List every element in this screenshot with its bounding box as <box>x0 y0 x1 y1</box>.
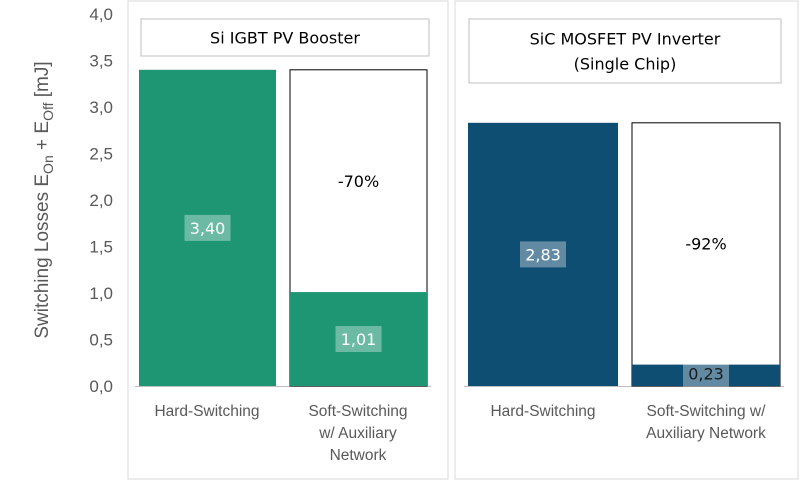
y-tick-label: 2,5 <box>89 145 113 164</box>
y-axis-label-unit: [mJ] <box>32 61 53 102</box>
chart-panel: Si IGBT PV Booster 3,40 Hard-Switching -70%… <box>135 18 431 464</box>
y-tick-label: 4,0 <box>89 5 113 24</box>
y-axis-label: Switching Losses EOn + EOff [mJ] <box>32 61 56 338</box>
panel-title-line: SiC MOSFET PV Inverter <box>530 30 721 49</box>
y-tick-label: 1,0 <box>89 284 113 303</box>
y-axis-label-sub-on: On <box>40 155 56 174</box>
reduction-label: -70% <box>338 172 379 191</box>
panel-title-line: Si IGBT PV Booster <box>210 29 360 48</box>
y-tick-label: 0,0 <box>89 377 113 396</box>
reference-outline-bar <box>631 122 781 387</box>
panel-title-line: (Single Chip) <box>574 55 677 74</box>
chart-panel: SiC MOSFET PV Inverter (Single Chip) 2,83 H… <box>464 18 784 442</box>
bar <box>632 364 780 386</box>
data-label: 1,01 <box>341 330 377 349</box>
bar <box>468 122 618 386</box>
y-tick-label: 3,5 <box>89 52 113 71</box>
bar <box>139 69 276 387</box>
bar <box>290 292 427 386</box>
panel-frame-right <box>454 0 799 480</box>
category-label-line: Auxiliary Network <box>646 425 766 442</box>
y-tick-label: 3,0 <box>89 98 113 117</box>
y-tick-label: 0,5 <box>89 331 113 350</box>
data-label-box <box>520 241 566 268</box>
category-label-line: Soft-Switching w/ <box>647 403 767 420</box>
reduction-label: -92% <box>685 235 726 254</box>
y-axis-label-main: Switching Losses E <box>32 174 53 339</box>
data-label-box <box>335 326 382 353</box>
data-label-box <box>683 360 729 387</box>
data-label: 2,83 <box>525 245 561 264</box>
category-label-line: Soft-Switching <box>308 403 407 420</box>
data-label-box <box>184 214 231 241</box>
panel-title-box <box>140 18 430 57</box>
y-tick-label: 2,0 <box>89 191 113 210</box>
y-axis-label-sub-off: Off <box>40 102 56 121</box>
y-tick-label: 1,5 <box>89 238 113 257</box>
category-label-line: Hard-Switching <box>490 403 595 420</box>
category-label-line: w/ Auxiliary <box>318 425 397 442</box>
panel-frame-left <box>127 0 449 480</box>
category-label-line: Network <box>330 447 387 464</box>
category-label-line: Hard-Switching <box>154 403 259 420</box>
panel-title-box <box>468 18 782 84</box>
data-label: 0,23 <box>688 365 724 384</box>
y-axis-label-mid: + E <box>32 121 53 155</box>
data-label: 3,40 <box>190 219 226 238</box>
